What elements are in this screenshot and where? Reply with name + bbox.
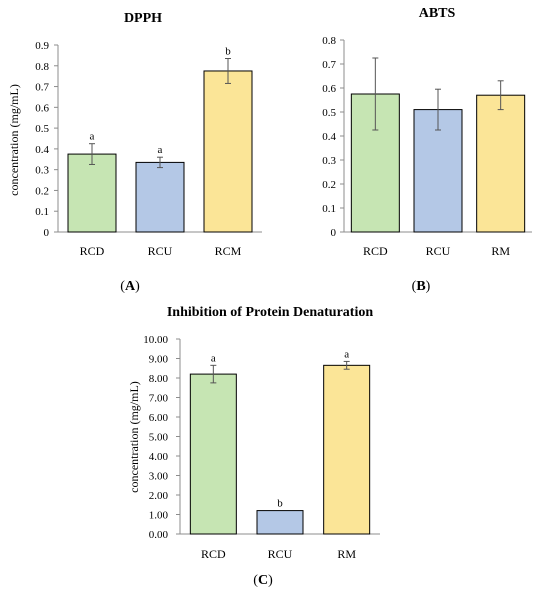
chart-3-category-label: RCU (268, 547, 293, 561)
chart-2-category-label: RM (491, 244, 510, 258)
chart-1-significance-label: b (225, 46, 231, 58)
chart-1-category-label: RCM (215, 244, 242, 258)
chart-1-y-tick-label: 0.6 (35, 102, 49, 114)
chart-3-bar-rcd (189, 373, 237, 535)
chart-1-y-tick-label: 0.2 (35, 185, 49, 197)
chart-2-category-label: RCU (426, 244, 451, 258)
chart-2-bar-rm (476, 94, 526, 233)
chart-3-y-tick-label: 4.00 (149, 451, 169, 463)
chart-1-panel-label: (A) (120, 279, 140, 294)
chart-3-category-label: RM (337, 547, 356, 561)
chart-1-y-tick-label: 0.5 (35, 123, 49, 135)
chart-3-y-tick-label: 9.00 (149, 354, 169, 366)
chart-3-category-label: RCD (201, 547, 226, 561)
chart-1-y-label: concentration (mg/mL) (7, 84, 21, 196)
chart-2-panel-label: (B) (412, 279, 431, 294)
chart-3-significance-label: a (211, 352, 216, 364)
chart-2-y-tick-label: 0.7 (322, 59, 336, 71)
chart-1-y-tick-label: 0 (44, 227, 50, 239)
chart-2-y-tick-label: 0.8 (322, 35, 336, 47)
chart-1-significance-label: a (158, 144, 163, 156)
chart-3-y-tick-label: 7.00 (149, 393, 169, 405)
chart-1-y-tick-label: 0.9 (35, 40, 49, 52)
chart-1-y-tick-label: 0.4 (35, 144, 49, 156)
chart-3-y-tick-label: 2.00 (149, 490, 169, 502)
chart-2-y-tick-label: 0.3 (322, 155, 336, 167)
chart-1-bar-rcm (203, 70, 253, 233)
chart-3-y-label: concentration (mg/mL) (127, 381, 141, 493)
chart-1-category-label: RCU (148, 244, 173, 258)
chart-1-bar-rcu (135, 161, 185, 233)
chart-1-category-label: RCD (80, 244, 105, 258)
chart-3-bar-rm (323, 364, 371, 535)
chart-2-y-tick-label: 0.6 (322, 83, 336, 95)
chart-3-y-tick-label: 0.00 (149, 529, 169, 541)
chart-3-y-tick-label: 1.00 (149, 510, 169, 522)
chart-2-title: ABTS (419, 6, 456, 21)
chart-1-y-tick-label: 0.7 (35, 82, 49, 94)
chart-3-bar-rcu (256, 510, 304, 535)
chart-2-y-tick-label: 0 (331, 227, 337, 239)
chart-2-y-tick-label: 0.1 (322, 203, 336, 215)
chart-1-significance-label: a (90, 131, 95, 143)
chart-3-y-tick-label: 6.00 (149, 412, 169, 424)
chart-1-y-tick-label: 0.8 (35, 61, 49, 73)
chart-3-y-tick-label: 8.00 (149, 373, 169, 385)
chart-2-y-tick-label: 0.2 (322, 179, 336, 191)
chart-3-y-tick-label: 10.00 (143, 334, 168, 346)
chart-1-y-tick-label: 0.3 (35, 165, 49, 177)
chart-3-panel-label: (C) (253, 573, 273, 588)
chart-3-y-tick-label: 3.00 (149, 471, 169, 483)
chart-2-category-label: RCD (363, 244, 388, 258)
chart-1-y-tick-label: 0.1 (35, 206, 49, 218)
chart-2-y-tick-label: 0.5 (322, 107, 336, 119)
chart-1-title: DPPH (124, 11, 162, 26)
chart-3-significance-label: b (277, 498, 283, 510)
chart-3-y-tick-label: 5.00 (149, 432, 169, 444)
chart-3-title: Inhibition of Protein Denaturation (167, 305, 373, 320)
chart-2-y-tick-label: 0.4 (322, 131, 336, 143)
chart-1-bar-rcd (67, 153, 117, 233)
chart-3-significance-label: a (344, 348, 349, 360)
